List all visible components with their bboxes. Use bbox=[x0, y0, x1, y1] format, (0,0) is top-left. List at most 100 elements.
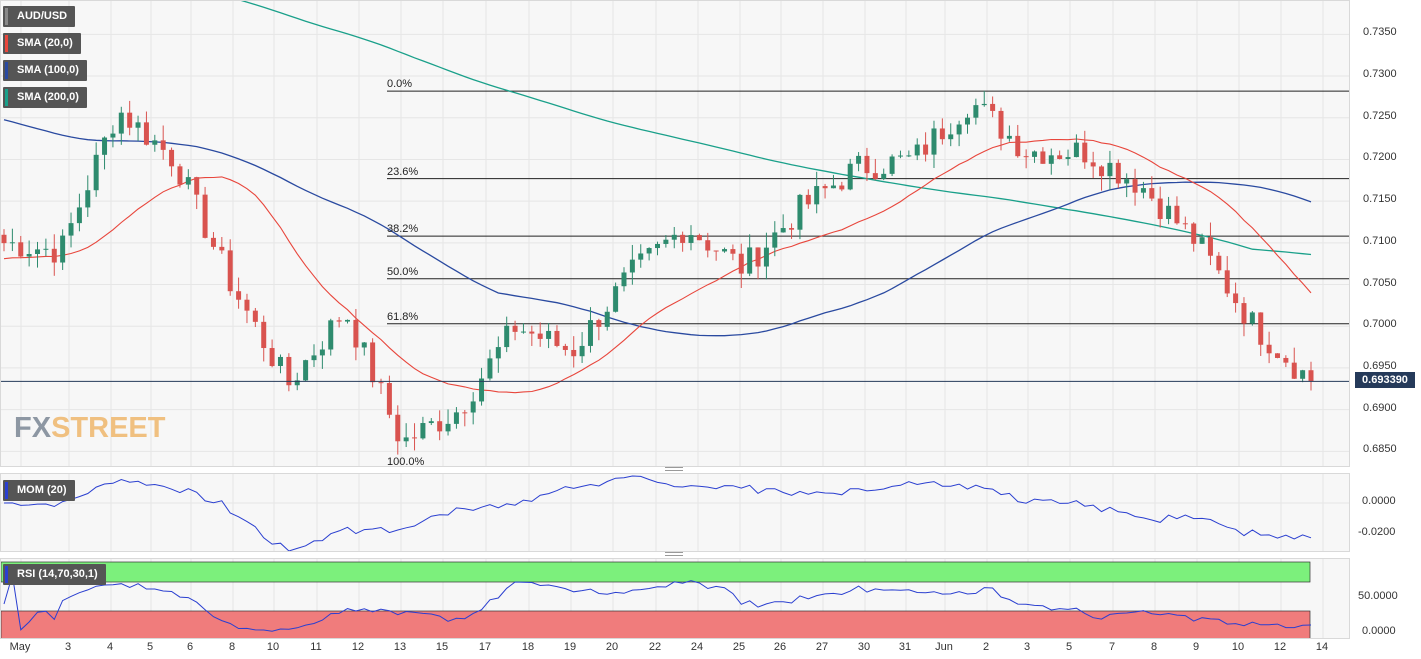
candle bbox=[604, 306, 610, 331]
candle-body bbox=[1258, 312, 1264, 345]
pane-resize-handle[interactable] bbox=[665, 552, 683, 556]
candle-body bbox=[445, 423, 451, 432]
instrument-label: AUD/USD bbox=[17, 10, 68, 22]
candle-body bbox=[118, 112, 124, 134]
candle bbox=[118, 106, 124, 145]
candle bbox=[202, 186, 208, 239]
candle-body bbox=[1132, 179, 1138, 193]
date-axis-label: 8 bbox=[228, 641, 236, 653]
candle bbox=[872, 158, 878, 181]
candle bbox=[655, 241, 660, 256]
candle-body bbox=[1266, 344, 1272, 354]
fib-level-label: 50.0% bbox=[387, 265, 419, 278]
sma100-label: SMA (100,0) bbox=[17, 64, 79, 76]
candle-body bbox=[18, 242, 24, 257]
instrument-legend[interactable]: AUD/USD bbox=[3, 6, 76, 27]
candle bbox=[1065, 149, 1071, 166]
candle bbox=[1115, 159, 1121, 189]
candle bbox=[780, 214, 786, 233]
candle-body bbox=[487, 358, 493, 379]
candle-body bbox=[185, 177, 191, 185]
candle bbox=[386, 375, 392, 419]
sma20-line bbox=[3, 138, 1312, 394]
candle-body bbox=[1023, 156, 1029, 158]
candle bbox=[939, 118, 945, 145]
candle-body bbox=[1149, 188, 1155, 199]
rsi-swatch bbox=[5, 566, 8, 583]
momentum-pane[interactable] bbox=[0, 473, 1350, 552]
candle-body bbox=[914, 144, 920, 156]
candle-body bbox=[705, 240, 711, 251]
sma100-legend[interactable]: SMA (100,0) bbox=[3, 60, 87, 81]
price-axis-label: 0.7200 bbox=[1363, 151, 1397, 164]
candle bbox=[1032, 150, 1038, 163]
candle-body bbox=[973, 105, 979, 118]
date-axis-label: 5 bbox=[1065, 641, 1073, 653]
rsi-canvas[interactable] bbox=[1, 559, 1350, 639]
momentum-canvas[interactable] bbox=[1, 474, 1350, 552]
candle-body bbox=[470, 401, 476, 413]
price-axis-label: 0.7050 bbox=[1363, 276, 1397, 289]
candle bbox=[1090, 151, 1096, 178]
candle bbox=[135, 115, 141, 141]
candle-body bbox=[998, 110, 1004, 139]
candle bbox=[830, 174, 836, 189]
candle-body bbox=[730, 249, 736, 254]
candle-body bbox=[579, 345, 585, 357]
candle bbox=[629, 244, 635, 285]
candle bbox=[152, 134, 158, 152]
rsi-pane[interactable] bbox=[0, 558, 1350, 639]
date-axis-label: 31 bbox=[898, 641, 912, 653]
candle bbox=[328, 318, 334, 356]
rsi-legend[interactable]: RSI (14,70,30,1) bbox=[3, 564, 106, 585]
candle-body bbox=[244, 299, 250, 311]
price-axis-label: 0.6950 bbox=[1363, 359, 1397, 372]
candle-body bbox=[1, 234, 7, 244]
candle bbox=[479, 367, 485, 406]
candle-body bbox=[93, 154, 99, 191]
candle-body bbox=[1065, 157, 1071, 159]
candle-body bbox=[772, 232, 778, 248]
price-chart-canvas[interactable] bbox=[1, 1, 1350, 467]
price-axis-label: 0.7150 bbox=[1363, 193, 1397, 206]
mom-legend[interactable]: MOM (20) bbox=[3, 480, 75, 501]
date-axis-label: 20 bbox=[605, 641, 619, 653]
candle-body bbox=[1191, 223, 1197, 244]
candle-body bbox=[311, 355, 317, 361]
candle-body bbox=[345, 319, 351, 322]
candle-body bbox=[1224, 270, 1230, 294]
candle-body bbox=[621, 272, 627, 287]
candle bbox=[1216, 252, 1222, 274]
mom-axis-zero: 0.0000 bbox=[1362, 495, 1396, 507]
candle bbox=[1191, 222, 1197, 252]
candle-body bbox=[789, 228, 795, 230]
fib-level-label: 0.0% bbox=[387, 78, 413, 91]
candle bbox=[336, 317, 342, 328]
candle-body bbox=[696, 235, 702, 241]
candle bbox=[1166, 196, 1172, 225]
candle-body bbox=[596, 320, 602, 327]
candle bbox=[437, 410, 443, 441]
sma200-legend[interactable]: SMA (200,0) bbox=[3, 87, 87, 108]
candle-body bbox=[604, 311, 610, 327]
price-chart-pane[interactable] bbox=[0, 0, 1350, 467]
candle-body bbox=[76, 207, 82, 224]
candle bbox=[487, 349, 493, 381]
pane-resize-handle[interactable] bbox=[665, 467, 683, 471]
candle bbox=[822, 183, 828, 199]
rsi-overbought-band bbox=[1, 561, 1311, 583]
candle bbox=[554, 325, 560, 348]
candle bbox=[856, 152, 862, 172]
candle bbox=[185, 169, 191, 190]
candle-body bbox=[923, 144, 929, 155]
candle-body bbox=[202, 194, 208, 238]
candle-body bbox=[948, 134, 954, 140]
candle-body bbox=[395, 414, 401, 442]
date-axis-label: 22 bbox=[648, 641, 662, 653]
candle-body bbox=[169, 149, 175, 167]
candle-body bbox=[830, 185, 836, 189]
sma20-legend[interactable]: SMA (20,0) bbox=[3, 33, 81, 54]
candle bbox=[102, 136, 108, 170]
sma100-line bbox=[3, 119, 1312, 337]
candle-body bbox=[897, 155, 903, 157]
